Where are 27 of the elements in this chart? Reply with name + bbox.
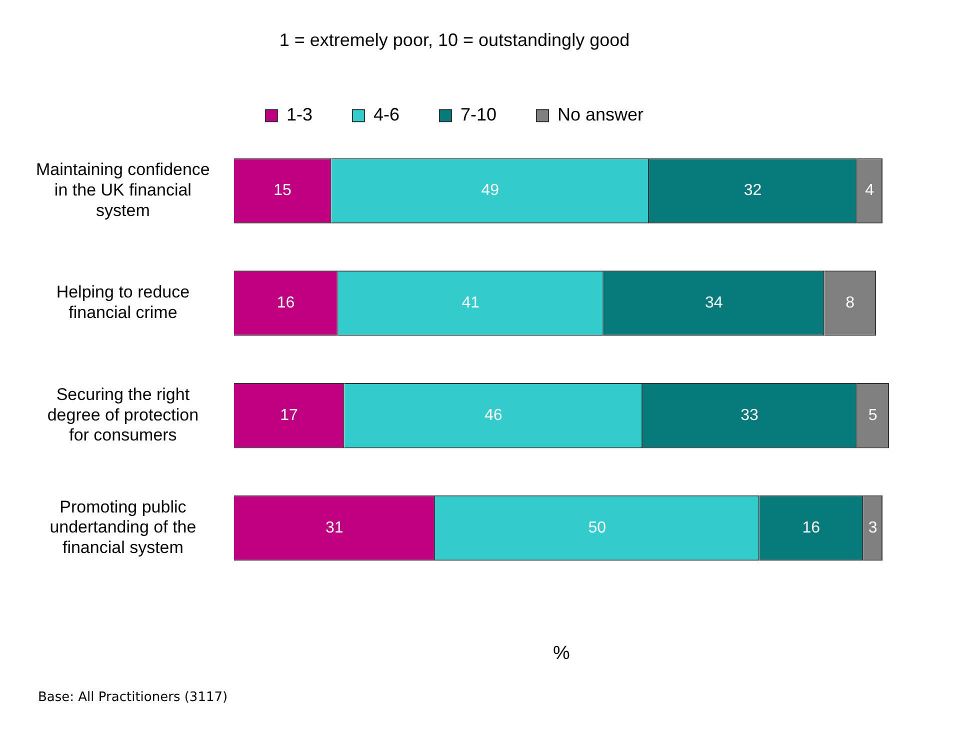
data-label: 46 <box>484 407 502 424</box>
data-label: 34 <box>704 294 723 312</box>
data-label: 17 <box>280 407 298 424</box>
legend-label: 7-10 <box>460 104 497 125</box>
data-label: 8 <box>846 294 855 312</box>
y-tick-label: Helping to reduce financial crime <box>56 282 190 322</box>
data-label: 16 <box>276 294 295 312</box>
chart-title: 1 = extremely poor, 10 = outstandingly good <box>279 30 630 50</box>
data-label: 3 <box>868 519 878 536</box>
y-tick-label: Maintaining confidence in the UK financial system <box>36 160 210 220</box>
data-label: 49 <box>481 182 500 200</box>
data-label: 41 <box>462 294 480 312</box>
data-label: 31 <box>326 519 344 536</box>
data-label: 15 <box>274 182 292 200</box>
legend-label: 4-6 <box>373 104 400 125</box>
text: Base: All Practitioners (3117) <box>38 690 228 705</box>
y-tick-label: Securing the right degree of protection for consumers <box>47 384 199 445</box>
legend-label: 1-3 <box>286 104 312 125</box>
x-axis-title: % <box>552 642 570 664</box>
data-label: 32 <box>744 182 762 200</box>
data-label: 50 <box>588 519 606 536</box>
data-label: 33 <box>740 407 759 424</box>
data-label: 5 <box>868 407 878 424</box>
data-label: 16 <box>802 519 820 536</box>
y-tick-label: Promoting public undertanding of the financial system <box>50 497 196 558</box>
legend-label: No answer <box>558 104 644 125</box>
data-label: 4 <box>865 182 874 200</box>
